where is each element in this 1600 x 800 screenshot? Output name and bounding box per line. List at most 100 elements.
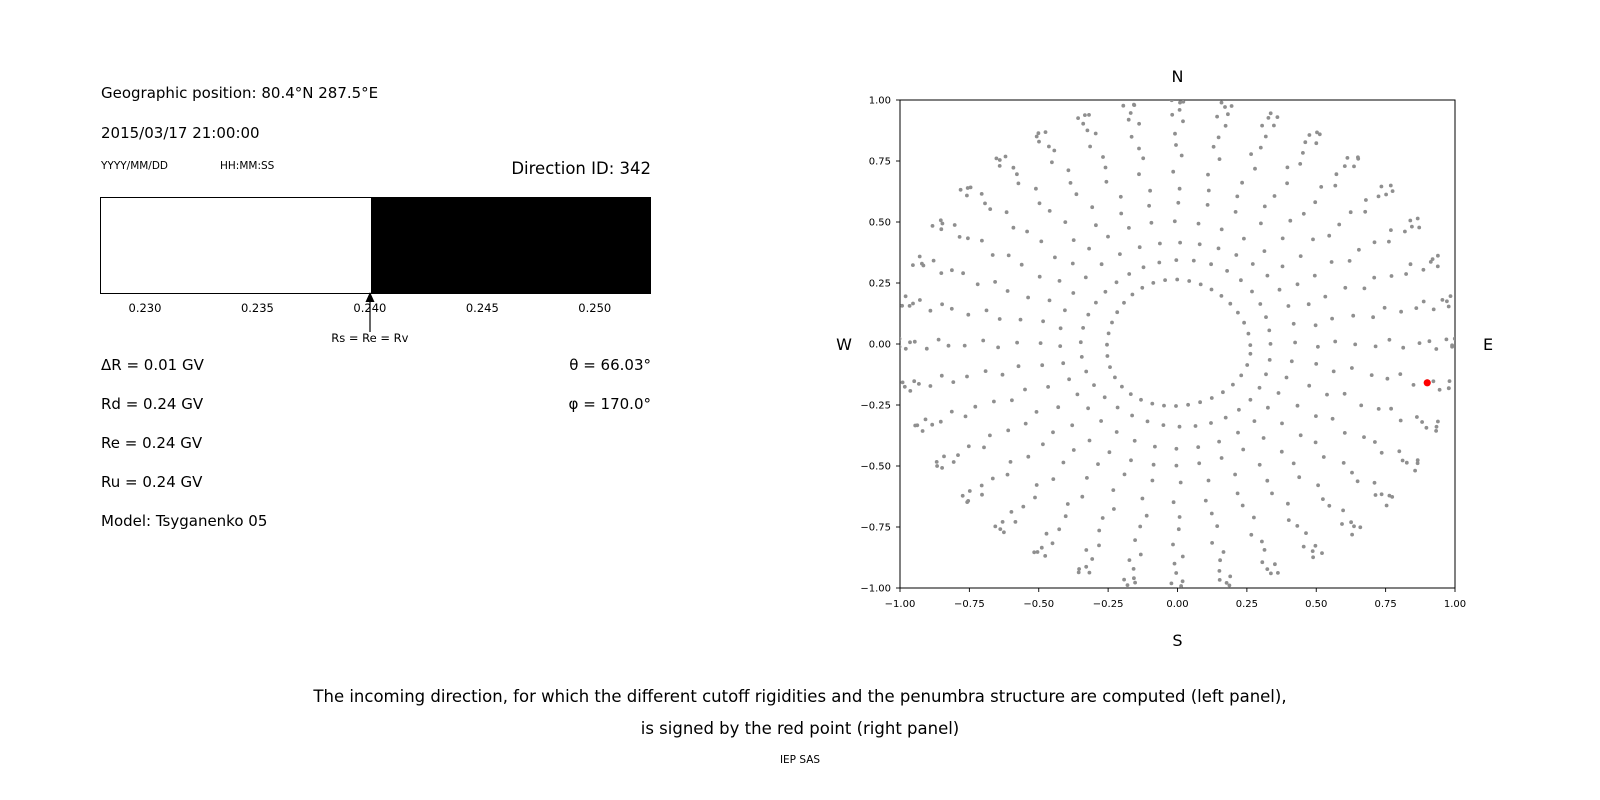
grid-dot	[1015, 172, 1019, 177]
grid-dot	[1284, 375, 1289, 380]
grid-dot	[1114, 280, 1119, 285]
grid-dot	[1051, 477, 1056, 481]
grid-dot	[1174, 143, 1178, 147]
grid-dot	[1187, 279, 1192, 283]
grid-dot	[1151, 281, 1156, 285]
grid-dot	[1101, 155, 1105, 159]
grid-dot	[1313, 543, 1318, 548]
grid-dot	[1323, 294, 1328, 299]
grid-dot	[1223, 105, 1227, 109]
grid-dot	[1070, 261, 1075, 266]
y-tick-label: 0.50	[869, 218, 891, 229]
grid-dot	[1008, 460, 1013, 464]
arrow-head-icon	[365, 292, 375, 302]
grid-dot	[990, 253, 995, 257]
grid-dot	[1313, 323, 1318, 328]
grid-dot	[1023, 421, 1028, 426]
grid-dot	[1389, 274, 1394, 278]
grid-dot	[1260, 539, 1264, 544]
grid-dot	[1162, 403, 1166, 408]
grid-dot	[980, 238, 984, 243]
grid-dot	[1434, 429, 1438, 433]
grid-dot	[962, 343, 967, 348]
grid-dot	[952, 223, 957, 227]
grid-dot	[1262, 204, 1267, 209]
grid-dot	[1321, 455, 1326, 459]
grid-dot	[1057, 527, 1062, 532]
grid-dot	[939, 373, 944, 378]
grid-dot	[1191, 258, 1196, 263]
grid-dot	[1286, 518, 1291, 522]
grid-dot	[983, 369, 988, 373]
grid-dot	[997, 158, 1002, 162]
grid-dot	[997, 164, 1002, 168]
direction-plot-svg: N S W E −1.00 −1.00 −0.75 −0.75 −0.50 −0.50 −0…	[836, 67, 1493, 650]
grid-dot	[979, 483, 984, 488]
grid-dot	[1253, 166, 1257, 171]
grid-dot	[1034, 410, 1039, 414]
grid-dot	[1415, 216, 1420, 221]
grid-dot	[1398, 418, 1403, 423]
grid-dot	[1003, 154, 1008, 159]
grid-dot	[1340, 522, 1344, 526]
grid-dot	[930, 224, 935, 228]
grid-dot	[1403, 229, 1407, 234]
grid-dot	[1265, 567, 1270, 571]
grid-dot	[1077, 567, 1081, 571]
grid-dot	[1126, 117, 1131, 122]
grid-dot	[1373, 493, 1378, 497]
grid-dot	[966, 444, 971, 449]
grid-dot	[1314, 362, 1319, 366]
grid-dot	[1111, 488, 1116, 492]
grid-dot	[900, 380, 905, 385]
grid-dot	[1088, 144, 1092, 149]
grid-dot	[1219, 100, 1224, 105]
grid-dot	[1217, 439, 1221, 444]
grid-dot	[900, 336, 902, 341]
grid-dot	[1226, 112, 1230, 117]
grid-dot	[1090, 557, 1095, 561]
grid-dot	[1158, 241, 1162, 246]
grid-dot	[1121, 103, 1126, 108]
grid-dot	[1196, 221, 1201, 226]
credit-text: IEP SAS	[779, 754, 821, 766]
grid-dot	[1019, 262, 1024, 267]
grid-dot	[994, 156, 999, 161]
x-tick-label: 0.25	[1236, 599, 1258, 610]
grid-dot	[1170, 112, 1175, 117]
grid-dot	[1408, 218, 1413, 223]
grid-dot	[1291, 461, 1296, 466]
grid-dot	[1128, 111, 1133, 115]
rd-value: Rd = 0.24 GV	[101, 395, 204, 413]
grid-dot	[1233, 210, 1238, 214]
grid-dot	[1108, 365, 1112, 369]
grid-dot	[1241, 447, 1246, 452]
grid-dot	[1266, 116, 1271, 120]
grid-dot	[1209, 421, 1213, 425]
grid-dot	[1178, 480, 1183, 485]
grid-dot	[1070, 423, 1075, 428]
grid-dot	[1044, 531, 1049, 536]
grid-dot	[1174, 258, 1179, 262]
grid-dot	[1180, 554, 1185, 559]
grid-dot	[1006, 428, 1011, 433]
grid-dot	[1043, 130, 1048, 134]
grid-dot	[934, 460, 939, 464]
grid-dot	[1262, 249, 1267, 254]
grid-dot	[1178, 240, 1182, 245]
grid-dot	[1118, 194, 1123, 199]
grid-dot	[951, 380, 956, 384]
grid-dot	[1250, 262, 1255, 266]
grid-dot	[1434, 424, 1439, 429]
grid-dot	[1140, 285, 1145, 290]
grid-dot	[1205, 203, 1210, 207]
date-format-label: YYYY/MM/DD	[101, 160, 169, 172]
grid-dot	[1437, 387, 1442, 392]
y-tick-label: 0.25	[869, 279, 891, 290]
grid-dot	[1436, 419, 1440, 424]
grid-dot	[900, 344, 902, 349]
grid-dot	[1270, 491, 1274, 496]
grid-dot	[1037, 274, 1042, 279]
grid-dot	[1133, 580, 1137, 585]
grid-dot	[1350, 532, 1354, 537]
